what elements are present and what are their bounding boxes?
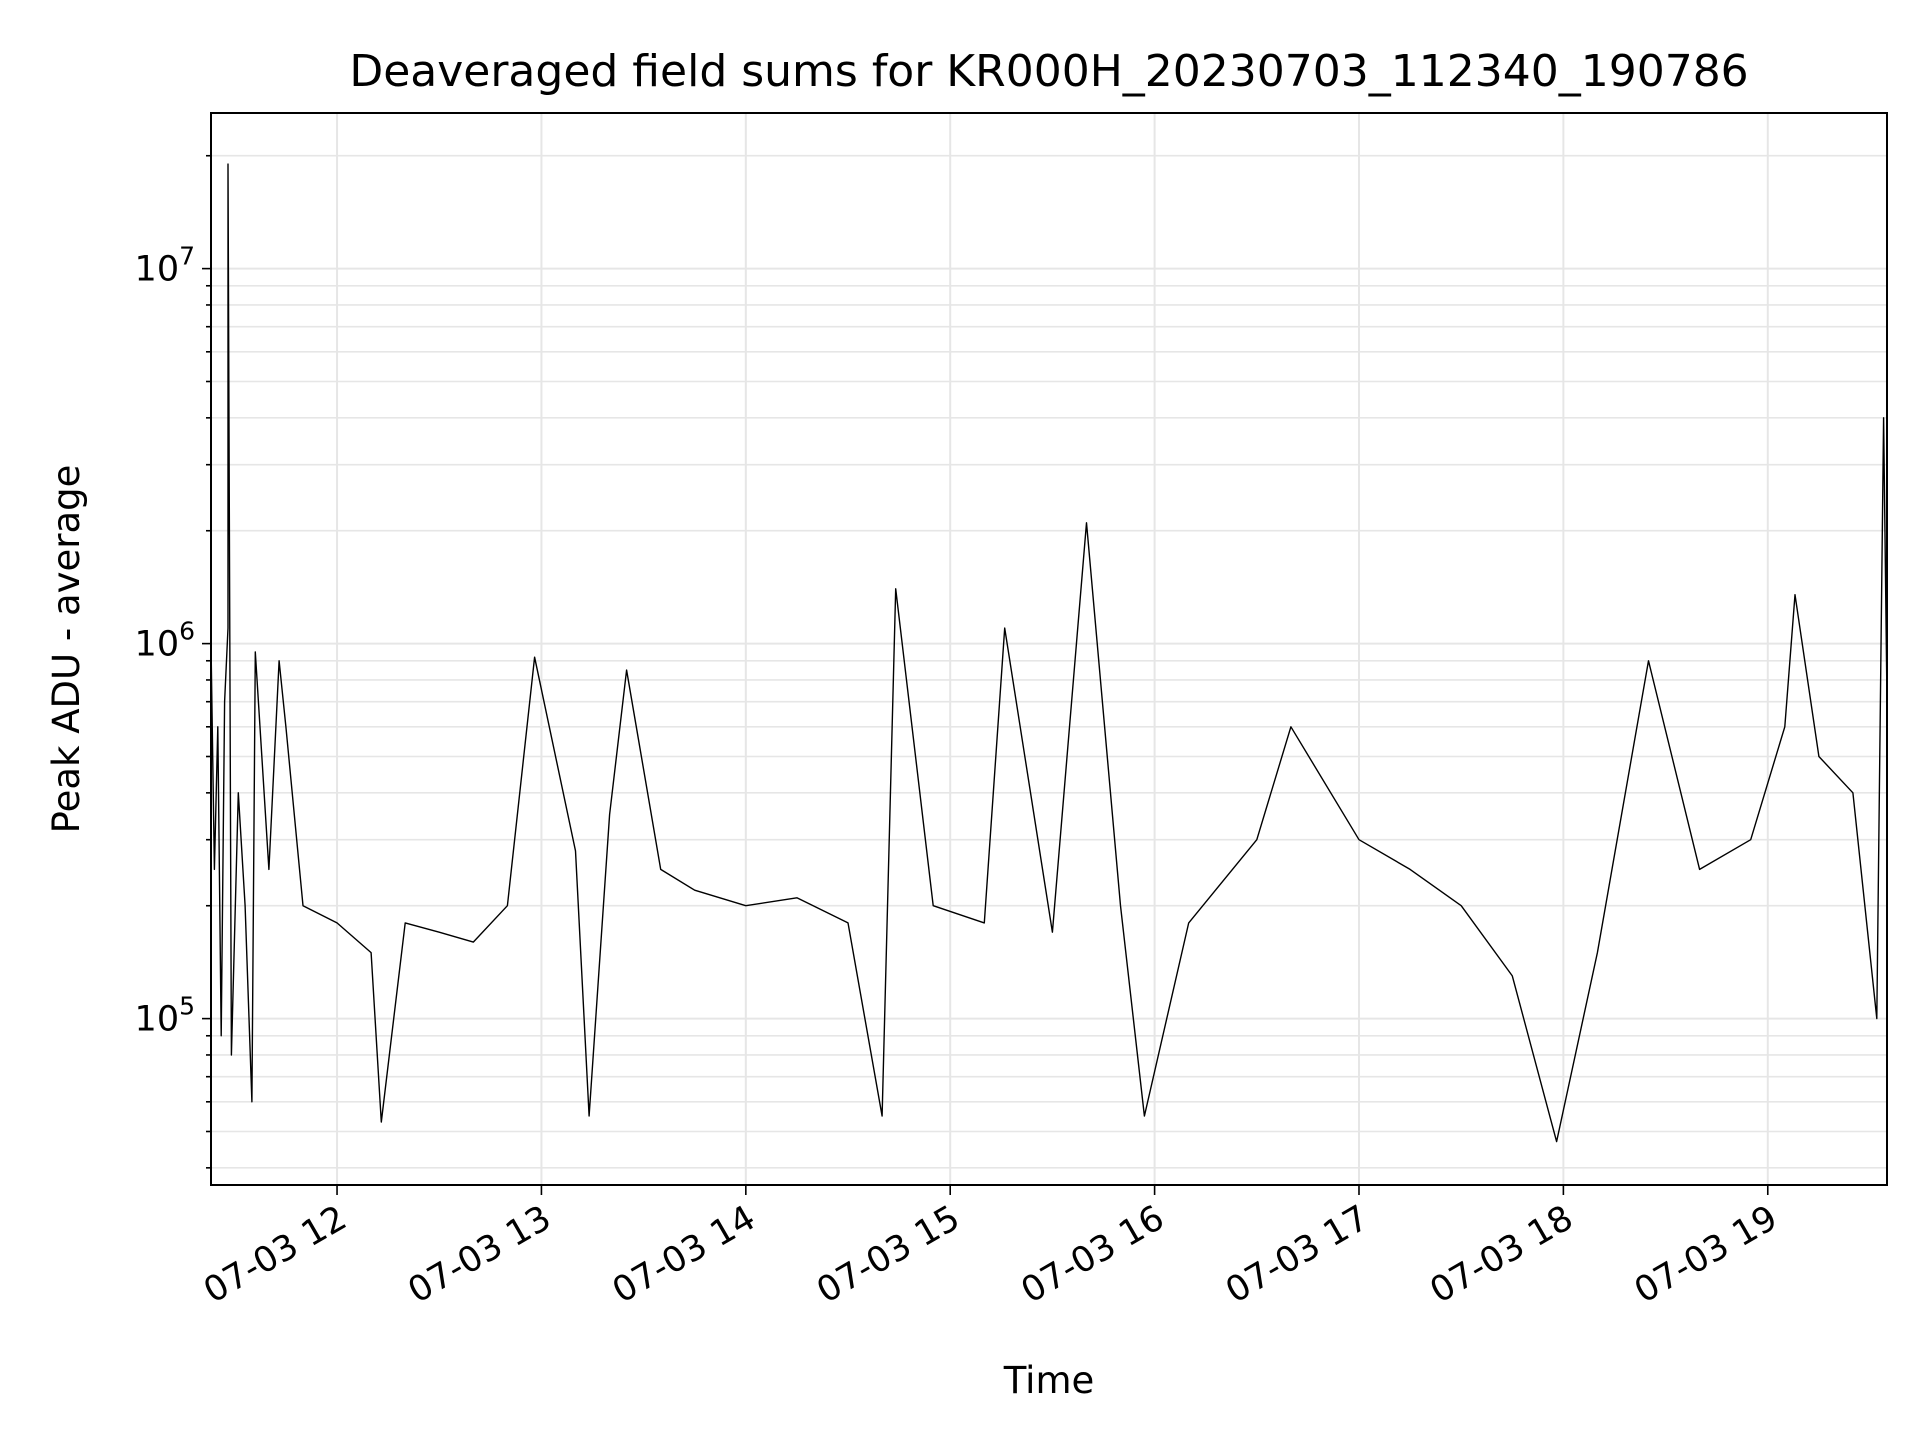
plot-frame — [210, 112, 1888, 1186]
series-group — [210, 163, 1888, 1143]
y-tick-exponent: 5 — [179, 992, 195, 1021]
x-axis-label: Time — [1003, 1359, 1095, 1402]
y-tick-label: 107 — [135, 242, 195, 290]
y-tick-exponent: 7 — [179, 242, 195, 271]
y-tick-base: 10 — [135, 625, 180, 665]
y-tick-label: 105 — [135, 992, 195, 1040]
y-tick-exponent: 6 — [179, 617, 195, 646]
y-tick-label: 106 — [135, 617, 195, 665]
y-tick-base: 10 — [135, 250, 180, 290]
series-line — [210, 163, 1888, 1143]
y-axis-label: Peak ADU - average — [45, 465, 88, 834]
grid — [211, 113, 1887, 1185]
chart-title: Deaveraged field sums for KR000H_2023070… — [349, 46, 1748, 97]
y-tick-base: 10 — [135, 1000, 180, 1040]
